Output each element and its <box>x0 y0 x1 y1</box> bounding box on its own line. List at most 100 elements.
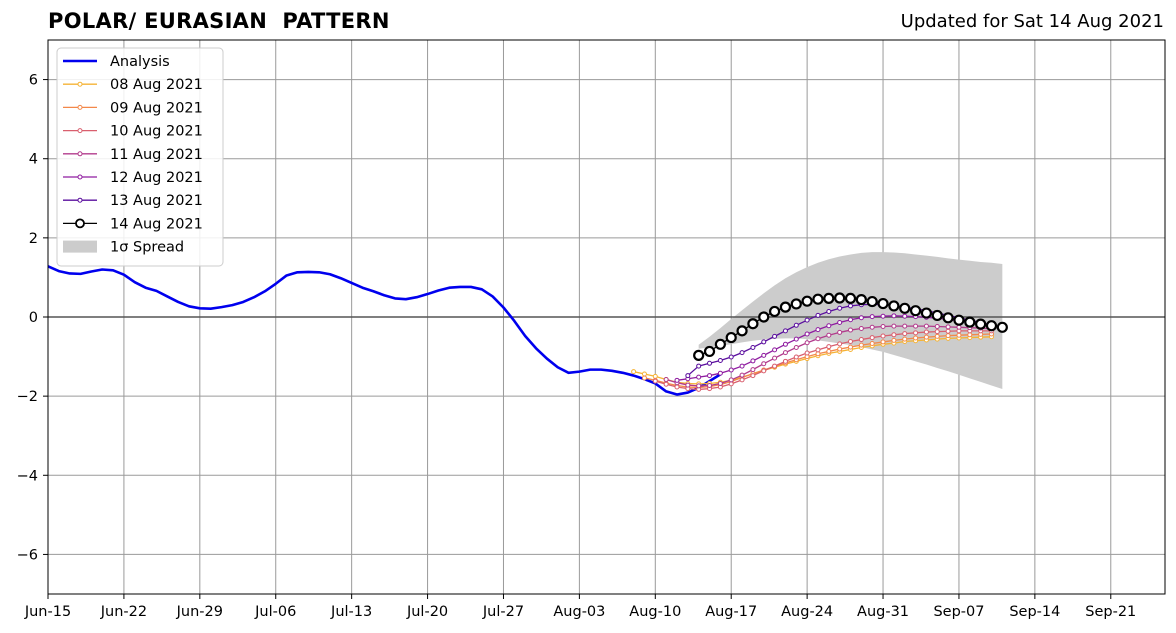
data-point <box>782 358 788 364</box>
data-point <box>725 331 737 344</box>
data-point <box>652 373 658 379</box>
series-line <box>47 265 722 396</box>
legend-label: 13 Aug 2021 <box>110 193 203 209</box>
updated-date: Updated for Sat 14 Aug 2021 <box>900 11 1164 32</box>
data-point <box>909 305 922 317</box>
data-point <box>975 318 987 330</box>
data-point <box>869 314 875 320</box>
data-point <box>801 295 813 307</box>
data-point <box>837 320 843 326</box>
data-point <box>931 309 943 322</box>
data-point <box>848 327 854 333</box>
legend: Analysis 08 Aug 2021 09 Aug 2021 10 Aug 202… <box>56 47 224 267</box>
data-point <box>707 373 713 379</box>
data-point <box>899 302 911 314</box>
data-point <box>945 328 951 334</box>
y-axis: −6 −4 −2 0 2 4 6 <box>17 73 48 563</box>
chart-title: POLAR/ EURASIAN PATTERN <box>48 9 390 33</box>
legend-item: 10 Aug 2021 <box>63 124 203 140</box>
data-point <box>815 351 821 357</box>
legend-swatch <box>63 240 97 253</box>
data-point <box>736 325 748 337</box>
data-point <box>750 373 756 379</box>
data-point <box>696 374 702 380</box>
data-point <box>923 334 929 340</box>
data-point <box>750 358 756 364</box>
legend-label: 1σ Spread <box>110 240 184 256</box>
data-point <box>761 361 767 367</box>
data-point <box>772 347 778 353</box>
data-point <box>793 344 799 350</box>
data-point <box>920 307 933 319</box>
data-point <box>923 323 929 329</box>
x-tick-label: Jul-13 <box>330 604 372 620</box>
data-point <box>945 333 951 339</box>
legend-item: 14 Aug 2021 <box>63 216 203 232</box>
data-point <box>891 332 897 338</box>
x-tick-label: Sep-21 <box>1085 604 1136 620</box>
data-point <box>693 349 705 361</box>
y-tick-label: 4 <box>29 152 38 168</box>
data-point <box>869 335 875 341</box>
data-point <box>703 345 716 358</box>
x-tick-label: Jul-06 <box>254 604 296 620</box>
data-point <box>880 323 886 329</box>
data-point <box>782 328 788 334</box>
data-point <box>728 377 734 383</box>
legend-item: 12 Aug 2021 <box>63 170 203 186</box>
y-tick-label: −6 <box>17 547 38 563</box>
y-tick-label: −4 <box>17 468 38 484</box>
data-point <box>855 293 867 306</box>
x-tick-label: Sep-14 <box>1009 604 1060 620</box>
legend-box <box>56 47 224 267</box>
data-point <box>880 333 886 339</box>
y-tick-label: 6 <box>29 73 38 89</box>
data-point <box>631 369 637 375</box>
legend-item: Analysis <box>63 54 170 70</box>
data-point <box>826 323 832 329</box>
data-point <box>866 295 878 308</box>
data-point <box>967 332 973 338</box>
data-point <box>696 363 702 369</box>
series-line <box>633 336 992 385</box>
data-point <box>902 336 908 342</box>
data-point <box>945 324 951 330</box>
y-tick-label: 2 <box>29 231 38 247</box>
data-point <box>641 375 647 381</box>
data-point <box>790 298 802 310</box>
data-point <box>812 293 824 305</box>
data-point <box>996 321 1008 333</box>
data-point <box>652 378 658 384</box>
data-point <box>942 312 954 324</box>
legend-item: 08 Aug 2021 <box>63 77 203 93</box>
data-point <box>747 318 759 330</box>
data-point <box>717 380 723 386</box>
data-point <box>761 352 767 358</box>
series-14-aug-2021 <box>693 292 1008 361</box>
legend-marker <box>75 218 85 229</box>
data-point <box>826 344 832 350</box>
data-point <box>707 360 713 366</box>
data-point <box>696 383 702 389</box>
data-point <box>641 371 647 377</box>
data-point <box>902 323 908 329</box>
x-tick-label: Aug-03 <box>553 604 605 620</box>
data-point <box>985 320 998 332</box>
data-point <box>858 337 864 343</box>
x-tick-label: Sep-07 <box>933 604 984 620</box>
data-point <box>902 331 908 337</box>
data-point <box>717 370 723 376</box>
data-point <box>858 342 864 348</box>
data-point <box>674 377 680 383</box>
data-point <box>848 339 854 345</box>
data-point <box>869 341 875 347</box>
data-point <box>663 381 669 387</box>
x-tick-label: Jun-22 <box>100 604 147 620</box>
data-point <box>956 332 962 338</box>
data-point <box>750 344 756 350</box>
legend-item: 11 Aug 2021 <box>63 147 203 163</box>
data-point <box>858 315 864 321</box>
legend-marker <box>77 81 83 87</box>
data-point <box>823 292 835 305</box>
